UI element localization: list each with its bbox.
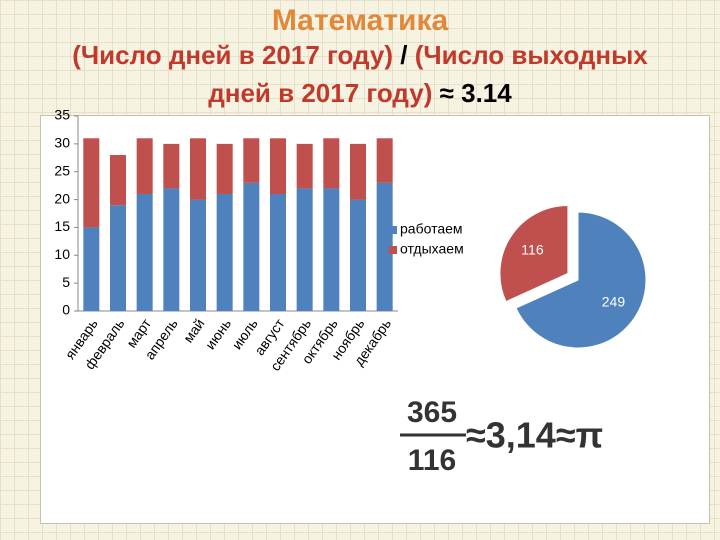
pie-slice [515,211,647,349]
bar-segment [190,199,206,311]
bar-segment [136,194,153,311]
bar-segment [163,188,180,311]
y-tick-label: 25 [54,162,70,178]
y-tick-label: 10 [54,246,70,262]
bar-segment [323,138,340,189]
bar-segment [376,138,393,183]
legend-label: отдыхаем [400,241,464,257]
legend-swatch [389,246,397,254]
bar-segment [350,143,366,200]
bar-segment [270,194,286,311]
pie-label: 116 [521,241,544,257]
bar-segment [83,138,100,228]
y-tick-label: 15 [54,218,70,234]
bar-segment [216,143,233,194]
bar-segment [296,188,313,311]
bar-segment [83,227,100,311]
bar-segment [216,194,233,311]
bar-segment [110,155,126,206]
formula-numerator: 365 [407,396,457,429]
y-tick-label: 20 [54,190,70,206]
y-tick-label: 30 [54,135,70,151]
formula-denominator: 116 [408,444,456,477]
bar-segment [270,138,286,194]
y-tick-label: 0 [62,302,70,318]
question-part: ≈ 3.14 [439,78,512,108]
bar-segment [110,205,126,311]
question-part: (Число дней в 2017 году) [72,40,393,70]
legend-label: работаем [400,221,463,237]
formula-result: ≈3,14≈π [466,415,603,456]
y-tick-label: 35 [54,107,70,123]
legend-swatch [389,226,397,234]
bar-segment [190,138,206,200]
question: (Число дней в 2017 году) / (Число выходн… [70,36,650,112]
bar-segment [136,138,153,194]
y-tick-label: 5 [62,274,70,290]
bar-segment [163,143,180,189]
question-part: / [400,40,408,70]
question-part: (Число выходных дней в 2017 году) [208,40,648,108]
bar-segment [376,182,393,311]
bar-segment [296,143,313,189]
bar-segment [350,199,366,311]
bar-segment [243,138,260,183]
bar-segment [323,188,340,311]
slide-title: Математика [271,4,449,37]
pie-slice [499,204,569,303]
x-tick-label: июнь [202,316,234,353]
pie-label: 249 [602,294,626,310]
bar-segment [243,182,260,311]
